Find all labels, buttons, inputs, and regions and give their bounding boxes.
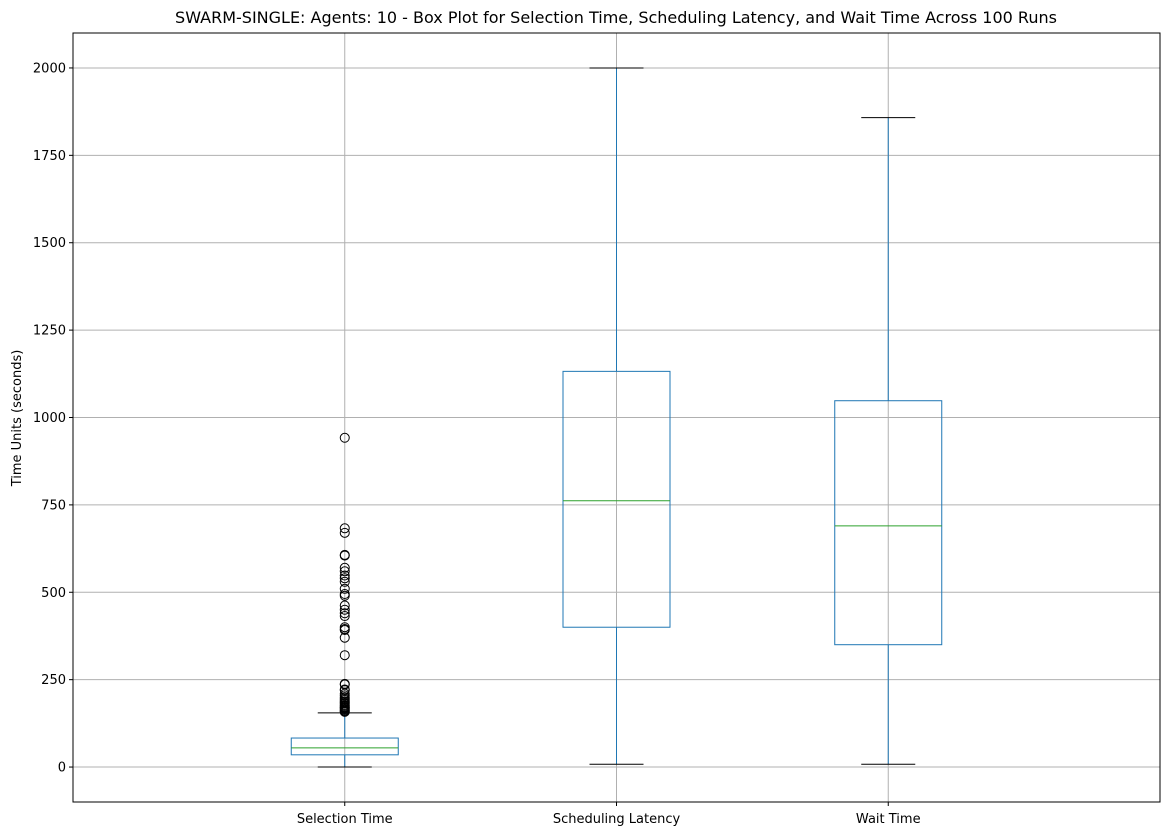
outlier-point: [339, 625, 350, 636]
outlier-point: [339, 706, 350, 717]
y-tick-label: 1000: [33, 411, 66, 426]
y-tick-label: 1750: [33, 149, 66, 164]
y-tick-label: 2000: [33, 61, 66, 76]
x-tick-label: Selection Time: [297, 812, 393, 827]
outlier-point: [339, 576, 350, 587]
y-tick-label: 1500: [33, 236, 66, 251]
outlier-point: [339, 573, 350, 584]
outlier-point: [339, 600, 350, 611]
outlier-point: [339, 523, 350, 534]
outlier-point: [339, 566, 350, 577]
outlier-point: [339, 604, 350, 615]
outlier-point: [339, 550, 350, 561]
box-scheduling-latency: [562, 67, 671, 765]
outlier-point: [339, 632, 350, 643]
iqr-box: [290, 737, 399, 756]
iqr-box: [834, 400, 943, 646]
outlier-point: [339, 583, 350, 594]
box-wait-time: [834, 117, 943, 765]
y-tick-label: 250: [41, 673, 66, 688]
outlier-point: [339, 611, 350, 622]
y-tick-label: 750: [41, 498, 66, 513]
y-tick-label: 1250: [33, 324, 66, 339]
x-tick-label: Wait Time: [856, 812, 921, 827]
plot-area: [290, 67, 943, 768]
outlier-point: [339, 650, 350, 661]
plot-frame: [72, 32, 1161, 803]
chart-title: SWARM-SINGLE: Agents: 10 - Box Plot for …: [175, 8, 1057, 27]
outlier-point: [339, 685, 350, 696]
outlier-point: [339, 590, 350, 601]
y-tick-label: 0: [58, 761, 66, 776]
x-tick-label: Scheduling Latency: [553, 812, 681, 827]
outlier-point: [339, 527, 350, 538]
outlier-point: [339, 432, 350, 443]
y-tick-label: 500: [41, 586, 66, 601]
outlier-point: [339, 562, 350, 573]
y-axis-label: Time Units (seconds): [10, 350, 25, 488]
outlier-point: [339, 570, 350, 581]
box-selection-time: [290, 432, 399, 768]
outlier-point: [339, 608, 350, 619]
iqr-box: [562, 370, 671, 628]
axis-ticks: 0 250 500 750 1000 1250 1500 1750 2000 Selection …: [33, 61, 921, 827]
